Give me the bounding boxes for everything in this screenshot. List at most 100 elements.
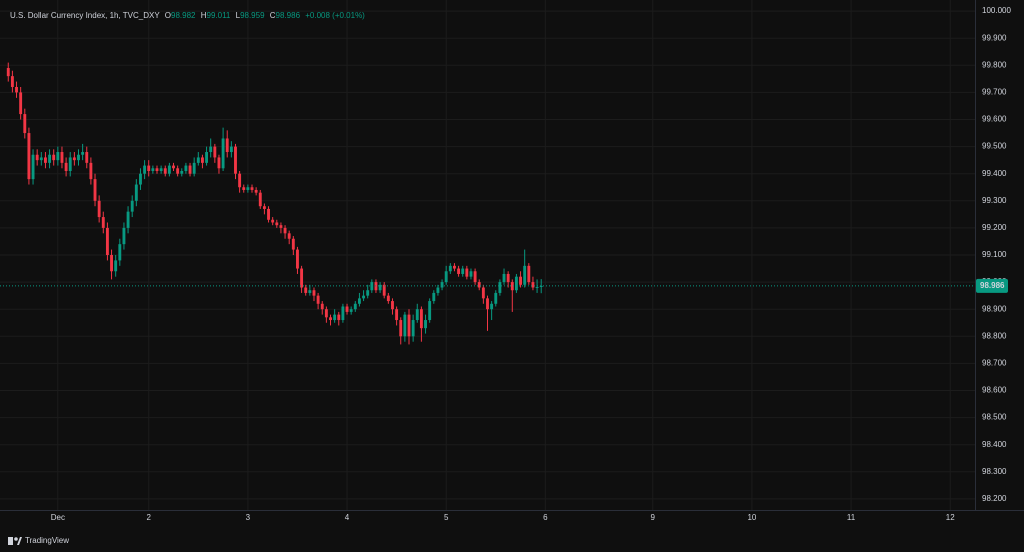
y-tick-label: 98.400 bbox=[982, 440, 1007, 449]
candle-body bbox=[27, 133, 31, 180]
candle-body bbox=[176, 168, 180, 174]
x-tick-label: 6 bbox=[543, 513, 548, 522]
candle-body bbox=[291, 238, 295, 250]
candle-body bbox=[531, 282, 535, 288]
candle-body bbox=[31, 154, 35, 180]
brand: TradingView bbox=[25, 536, 69, 545]
candle-body bbox=[457, 268, 461, 274]
candle-body bbox=[234, 146, 237, 174]
candle-body bbox=[72, 157, 76, 161]
x-tick-label: 10 bbox=[747, 513, 756, 522]
y-tick-label: 99.300 bbox=[982, 196, 1007, 205]
candle-body bbox=[77, 154, 80, 161]
candle-body bbox=[370, 282, 374, 291]
candle-body bbox=[196, 157, 200, 163]
candle-body bbox=[357, 298, 361, 304]
candle-body bbox=[262, 206, 266, 209]
y-tick-label: 99.400 bbox=[982, 169, 1007, 178]
candle-body bbox=[93, 179, 97, 201]
y-tick-label: 98.600 bbox=[982, 386, 1007, 395]
open-label: O bbox=[165, 11, 171, 20]
candle-body bbox=[242, 187, 246, 190]
candle-body bbox=[192, 162, 196, 174]
candle-body bbox=[114, 260, 118, 272]
candle-body bbox=[267, 208, 270, 220]
open-value: 98.982 bbox=[171, 11, 196, 20]
candle-body bbox=[209, 146, 213, 153]
candle-body bbox=[81, 152, 85, 155]
high-label: H bbox=[201, 11, 207, 20]
candle-body bbox=[254, 189, 258, 193]
high-value: 99.011 bbox=[207, 11, 231, 20]
y-tick-label: 99.200 bbox=[982, 223, 1007, 232]
candle-body bbox=[275, 222, 279, 226]
candle-body bbox=[238, 173, 242, 188]
y-tick-label: 98.500 bbox=[982, 413, 1007, 422]
logo-bar bbox=[8, 537, 13, 545]
candle-body bbox=[428, 301, 432, 321]
candle-body bbox=[250, 187, 254, 190]
y-tick-label: 98.300 bbox=[982, 467, 1007, 476]
candle-body bbox=[188, 165, 192, 174]
candle-body bbox=[353, 303, 357, 310]
candle-body bbox=[419, 309, 423, 329]
candle-body bbox=[494, 292, 498, 304]
candle-body bbox=[229, 146, 233, 153]
candle-body bbox=[444, 271, 448, 283]
candle-body bbox=[316, 295, 320, 304]
candle-body bbox=[35, 154, 39, 161]
candle-body bbox=[506, 273, 510, 283]
candle-body bbox=[386, 295, 390, 302]
candle-body bbox=[200, 157, 204, 163]
candle-body bbox=[415, 309, 419, 321]
candle-body bbox=[514, 276, 518, 291]
y-tick-label: 99.500 bbox=[982, 142, 1007, 151]
y-tick-label: 99.700 bbox=[982, 88, 1007, 97]
candle-body bbox=[258, 192, 262, 207]
logo-slash bbox=[17, 537, 22, 545]
candle-body bbox=[64, 162, 68, 171]
candle-body bbox=[172, 165, 175, 169]
candle-body bbox=[217, 157, 221, 169]
x-tick-label: 2 bbox=[147, 513, 152, 522]
price-label: 98.986 bbox=[980, 281, 1005, 290]
legend: U.S. Dollar Currency Index, 1h, TVC_DXY … bbox=[10, 11, 365, 20]
close-label: C bbox=[270, 11, 276, 20]
candle-body bbox=[300, 268, 304, 288]
candle-body bbox=[391, 301, 394, 310]
candle-body bbox=[407, 314, 411, 337]
y-tick-label: 98.700 bbox=[982, 359, 1007, 368]
candle-body bbox=[432, 292, 436, 302]
candle-body bbox=[424, 320, 427, 329]
grid bbox=[0, 0, 975, 510]
x-tick-label: Dec bbox=[51, 513, 65, 522]
candle-body bbox=[436, 287, 440, 293]
candle-body bbox=[296, 249, 299, 269]
candle-body bbox=[19, 92, 23, 115]
candle-body bbox=[15, 86, 18, 93]
candle-body bbox=[139, 173, 142, 185]
candle-body bbox=[39, 157, 43, 161]
candle-body bbox=[411, 320, 415, 337]
candle-body bbox=[477, 282, 481, 288]
candle-body bbox=[279, 225, 283, 228]
candle-body bbox=[43, 157, 47, 163]
candle-body bbox=[147, 165, 151, 171]
candle-body bbox=[283, 227, 287, 234]
candle-body bbox=[403, 314, 407, 337]
candle-body bbox=[461, 268, 465, 274]
candle-body bbox=[184, 165, 188, 171]
y-tick-label: 100.000 bbox=[982, 6, 1011, 15]
y-tick-label: 99.900 bbox=[982, 33, 1007, 42]
candle-body bbox=[510, 282, 514, 291]
candle-body bbox=[448, 265, 452, 272]
candle-body bbox=[225, 138, 229, 153]
candle-body bbox=[473, 271, 477, 283]
candle-body bbox=[527, 265, 531, 283]
candle-body bbox=[312, 290, 316, 296]
candle-body bbox=[324, 309, 328, 318]
candle-body bbox=[221, 138, 225, 169]
candle-body bbox=[486, 298, 489, 310]
low-label: L bbox=[236, 11, 241, 20]
x-tick-label: 3 bbox=[246, 513, 251, 522]
